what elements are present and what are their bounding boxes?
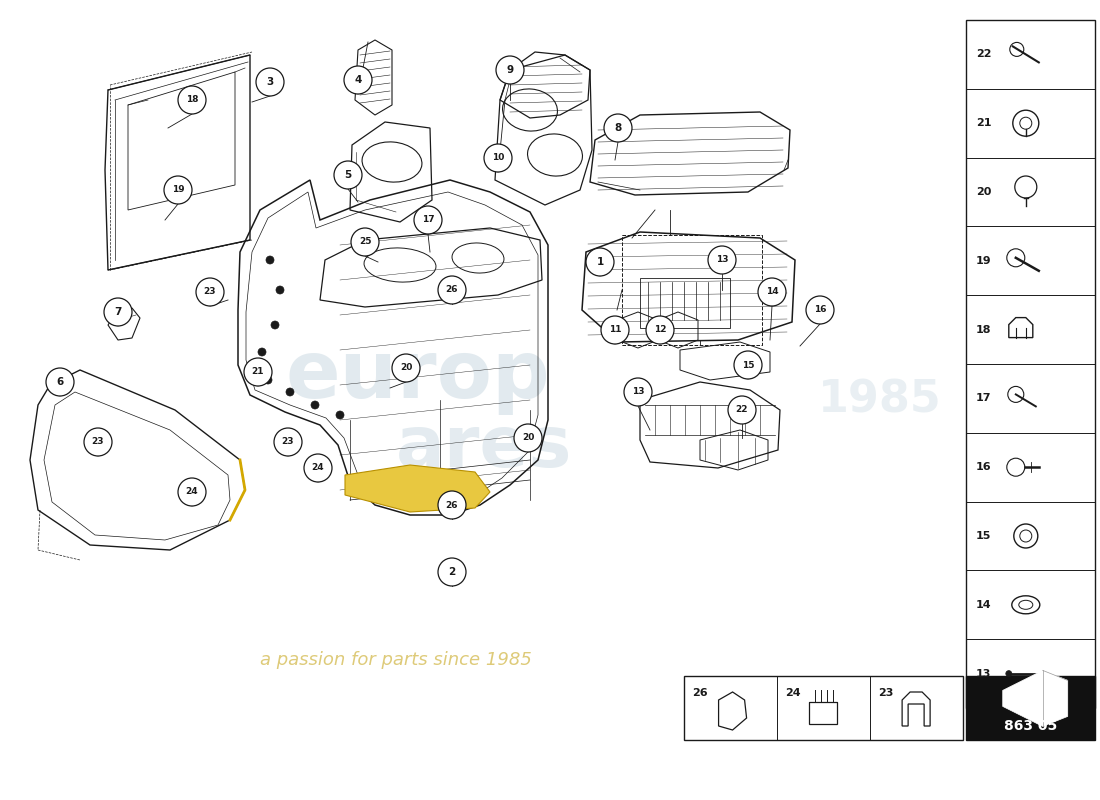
Text: 18: 18 (186, 95, 198, 105)
Text: 11: 11 (608, 326, 622, 334)
Circle shape (258, 348, 266, 356)
Text: 23: 23 (282, 438, 295, 446)
Circle shape (46, 368, 74, 396)
Text: 14: 14 (766, 287, 779, 297)
Text: 8: 8 (615, 123, 622, 133)
Circle shape (178, 478, 206, 506)
Circle shape (304, 454, 332, 482)
Text: 13: 13 (976, 669, 991, 678)
Circle shape (1005, 670, 1012, 677)
Circle shape (311, 401, 319, 409)
Circle shape (646, 316, 674, 344)
Text: 10: 10 (492, 154, 504, 162)
Text: 7: 7 (114, 307, 122, 317)
Text: 21: 21 (976, 118, 991, 128)
Circle shape (806, 296, 834, 324)
Circle shape (496, 56, 524, 84)
Text: 5: 5 (344, 170, 352, 180)
Text: 20: 20 (976, 187, 991, 197)
Text: 26: 26 (446, 501, 459, 510)
Circle shape (708, 246, 736, 274)
Text: 25: 25 (359, 238, 372, 246)
Circle shape (336, 411, 344, 419)
Circle shape (351, 228, 380, 256)
Circle shape (104, 298, 132, 326)
Text: 17: 17 (976, 394, 991, 403)
Text: 22: 22 (736, 406, 748, 414)
Text: 23: 23 (878, 688, 893, 698)
Text: 19: 19 (172, 186, 185, 194)
Text: 24: 24 (785, 688, 801, 698)
Text: 1: 1 (596, 257, 604, 267)
Text: 13: 13 (631, 387, 645, 397)
Text: europ: europ (286, 337, 550, 415)
Text: 13: 13 (716, 255, 728, 265)
Text: 17: 17 (421, 215, 434, 225)
Circle shape (256, 68, 284, 96)
Bar (966, 676, 1094, 740)
Text: 22: 22 (976, 50, 991, 59)
Circle shape (484, 144, 512, 172)
Bar (684, 676, 962, 740)
Text: 16: 16 (976, 462, 991, 472)
Circle shape (178, 86, 206, 114)
Polygon shape (1003, 670, 1068, 726)
Text: 2: 2 (449, 567, 455, 577)
Text: 9: 9 (506, 65, 514, 75)
Bar (966, 20, 1094, 708)
Text: 23: 23 (204, 287, 217, 297)
Text: 26: 26 (446, 286, 459, 294)
Circle shape (244, 358, 272, 386)
Circle shape (274, 428, 302, 456)
Text: 3: 3 (266, 77, 274, 87)
Text: 15: 15 (976, 531, 991, 541)
Circle shape (728, 396, 756, 424)
Circle shape (392, 354, 420, 382)
Circle shape (84, 428, 112, 456)
Circle shape (586, 248, 614, 276)
Circle shape (604, 114, 632, 142)
Text: 1985: 1985 (818, 378, 942, 422)
Text: 15: 15 (741, 361, 755, 370)
Text: 20: 20 (399, 363, 412, 373)
Bar (640, 278, 730, 328)
Text: 12: 12 (653, 326, 667, 334)
Circle shape (514, 424, 542, 452)
Circle shape (734, 351, 762, 379)
Text: 19: 19 (976, 256, 991, 266)
Text: 4: 4 (354, 75, 362, 85)
Circle shape (264, 376, 272, 384)
Polygon shape (345, 465, 490, 512)
Text: ares: ares (396, 414, 572, 482)
Circle shape (164, 176, 192, 204)
Text: 16: 16 (814, 306, 826, 314)
Circle shape (286, 388, 294, 396)
Text: 6: 6 (56, 377, 64, 387)
Circle shape (758, 278, 786, 306)
Text: 26: 26 (692, 688, 707, 698)
Circle shape (438, 491, 466, 519)
Text: 14: 14 (976, 600, 991, 610)
Circle shape (271, 321, 279, 329)
Text: 24: 24 (186, 487, 198, 497)
Text: 24: 24 (311, 463, 324, 473)
Text: 20: 20 (521, 434, 535, 442)
Circle shape (624, 378, 652, 406)
Text: a passion for parts since 1985: a passion for parts since 1985 (260, 651, 532, 669)
Circle shape (196, 278, 224, 306)
Bar (810, 702, 837, 724)
Circle shape (344, 66, 372, 94)
Circle shape (266, 256, 274, 264)
Circle shape (438, 558, 466, 586)
Text: 18: 18 (976, 325, 991, 334)
Circle shape (601, 316, 629, 344)
Circle shape (438, 276, 466, 304)
Circle shape (334, 161, 362, 189)
Text: 21: 21 (252, 367, 264, 377)
Circle shape (414, 206, 442, 234)
Text: 23: 23 (91, 438, 104, 446)
Circle shape (276, 286, 284, 294)
Text: 863 05: 863 05 (1003, 719, 1057, 733)
